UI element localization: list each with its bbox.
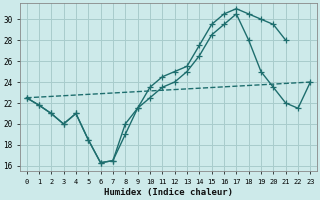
X-axis label: Humidex (Indice chaleur): Humidex (Indice chaleur) (104, 188, 233, 197)
